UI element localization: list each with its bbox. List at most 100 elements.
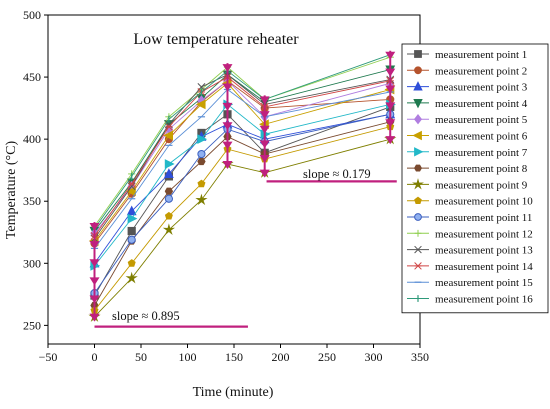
legend-label: measurement point 11 <box>435 212 532 224</box>
data-point <box>414 213 422 221</box>
data-point <box>162 223 175 235</box>
data-point <box>414 164 422 172</box>
data-point <box>163 130 173 141</box>
legend-item: measurement point 1 <box>407 49 527 61</box>
legend-item: measurement point 10 <box>407 196 533 208</box>
x-tick-label: −50 <box>39 350 58 364</box>
highlight-marker <box>259 96 270 105</box>
series-8 <box>90 118 395 310</box>
x-tick-label: 350 <box>411 350 429 364</box>
highlight-marker <box>89 259 100 268</box>
data-point <box>197 134 208 145</box>
highlight-marker <box>385 136 396 145</box>
x-axis-title: Time (minute) <box>193 385 274 400</box>
highlight-markers <box>89 50 396 322</box>
legend-label: measurement point 8 <box>435 163 528 175</box>
x-tick-label: 50 <box>135 350 147 364</box>
series-7 <box>90 99 396 271</box>
data-point <box>414 66 422 75</box>
series-line <box>94 121 391 306</box>
series-11 <box>90 110 395 298</box>
highlight-marker <box>259 155 270 164</box>
y-tick-label: 400 <box>23 132 41 146</box>
highlight-marker <box>89 241 100 250</box>
highlight-column <box>259 95 270 178</box>
highlight-marker <box>385 51 396 60</box>
highlight-column <box>89 222 100 322</box>
axes: −50 0 50 100 150 200 250 300 350 250 300 350 400 450 5… <box>23 8 429 364</box>
series-line <box>94 106 391 296</box>
legend-label: measurement point 12 <box>435 228 533 240</box>
legend-item: measurement point 9 <box>407 178 528 191</box>
series-line <box>94 69 391 232</box>
legend: measurement point 1 measurement point 2 me… <box>401 43 549 314</box>
data-point <box>197 157 206 166</box>
data-point <box>195 193 208 206</box>
highlight-marker <box>222 83 233 92</box>
data-point <box>127 226 136 236</box>
highlight-marker <box>222 160 233 169</box>
highlight-marker <box>89 223 100 232</box>
legend-item: measurement point 3 <box>407 81 528 94</box>
legend-label: measurement point 4 <box>435 98 528 110</box>
legend-item: measurement point 4 <box>407 98 528 110</box>
data-point <box>413 113 423 125</box>
data-point <box>197 179 206 188</box>
data-point <box>414 50 422 58</box>
data-point <box>413 81 423 91</box>
slope-lines <box>94 180 397 328</box>
legend-label: measurement point 6 <box>435 131 528 143</box>
highlight-column <box>385 50 396 145</box>
data-point <box>127 213 138 224</box>
data-point <box>195 99 206 110</box>
legend-item: measurement point 6 <box>407 131 528 143</box>
highlight-marker <box>385 119 396 128</box>
legend-item: measurement point 8 <box>407 163 528 175</box>
legend-item: measurement point 15 <box>407 277 533 289</box>
highlight-marker <box>222 64 233 73</box>
legend-item: measurement point 11 <box>407 212 532 224</box>
series-3 <box>89 108 396 268</box>
x-tick-label: 250 <box>318 350 336 364</box>
x-tick-label: 300 <box>365 350 383 364</box>
data-point <box>414 262 422 270</box>
highlight-marker <box>259 169 270 178</box>
series-2 <box>90 76 395 248</box>
data-point <box>127 259 136 267</box>
legend-label: measurement point 1 <box>435 49 527 61</box>
legend-label: measurement point 9 <box>435 179 528 191</box>
legend-item: measurement point 14 <box>407 261 533 273</box>
y-tick-label: 450 <box>23 70 41 84</box>
legend-box <box>401 43 549 314</box>
highlight-marker <box>89 277 100 286</box>
data-point <box>414 229 422 237</box>
y-tick-label: 300 <box>23 256 41 270</box>
highlight-marker <box>385 102 396 111</box>
series-13 <box>90 70 395 243</box>
series-line <box>94 80 391 234</box>
legend-label: measurement point 2 <box>435 65 527 77</box>
highlight-marker <box>259 125 270 134</box>
data-point <box>414 147 424 157</box>
legend-label: measurement point 16 <box>435 294 533 306</box>
data-point <box>414 196 422 204</box>
legend-label: measurement point 13 <box>435 245 533 257</box>
legend-label: measurement point 10 <box>435 196 533 208</box>
data-point <box>164 211 173 220</box>
y-tick-label: 250 <box>23 318 41 332</box>
highlight-marker <box>89 313 100 322</box>
data-point <box>163 168 174 179</box>
x-tick-label: 100 <box>179 350 197 364</box>
highlight-marker <box>385 85 396 94</box>
legend-item: measurement point 5 <box>407 113 528 126</box>
data-point <box>125 186 136 197</box>
highlight-marker <box>259 111 270 120</box>
series-line <box>94 103 391 267</box>
data-point <box>127 179 136 188</box>
legend-label: measurement point 7 <box>435 147 528 159</box>
data-point <box>127 235 136 244</box>
data-point <box>164 122 173 131</box>
data-point <box>164 194 173 203</box>
